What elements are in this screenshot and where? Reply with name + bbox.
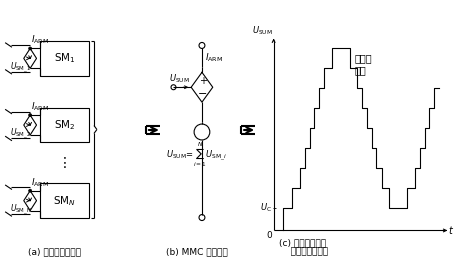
Circle shape <box>29 47 31 50</box>
Text: $U_{\rm SUM}$: $U_{\rm SUM}$ <box>252 25 273 38</box>
Text: $U_{\rm SM\_1}$: $U_{\rm SM\_1}$ <box>10 60 30 75</box>
Text: $I_{\rm ARM}$: $I_{\rm ARM}$ <box>31 176 49 189</box>
Text: 多电平电压波形: 多电平电压波形 <box>278 247 328 256</box>
Text: 波形: 波形 <box>354 65 366 75</box>
Bar <box>40 41 89 76</box>
Text: SM$_N$: SM$_N$ <box>53 194 76 208</box>
Text: SM$_1$: SM$_1$ <box>54 52 76 65</box>
Text: $I_{\rm ARM}$: $I_{\rm ARM}$ <box>31 101 49 113</box>
Text: (b) MMC 等效桥蟀: (b) MMC 等效桥蟀 <box>166 247 228 256</box>
Text: 0: 0 <box>266 231 272 240</box>
Text: ⋮: ⋮ <box>58 156 71 170</box>
Bar <box>40 108 89 143</box>
Circle shape <box>29 114 31 117</box>
Text: $U_{\rm C}$: $U_{\rm C}$ <box>260 201 272 214</box>
Text: (c) 等效桥蟀输出: (c) 等效桥蟀输出 <box>278 238 326 247</box>
Text: $U_{\rm SM\_N}$: $U_{\rm SM\_N}$ <box>10 203 31 217</box>
Text: $I_{\rm ARM}$: $I_{\rm ARM}$ <box>205 51 223 64</box>
Text: (a) 子模块独立运行: (a) 子模块独立运行 <box>28 247 81 256</box>
Text: $I_{\rm ARM}$: $I_{\rm ARM}$ <box>31 34 49 47</box>
Text: $t$: $t$ <box>448 225 455 236</box>
Text: $U_{\rm SM\_2}$: $U_{\rm SM\_2}$ <box>10 127 30 141</box>
Text: $U_{\rm SUM}$: $U_{\rm SUM}$ <box>169 73 189 85</box>
Text: $U_{\rm SUM}\!=\!\sum_{i=1}^{N}U_{{\rm SM\_}i}$: $U_{\rm SUM}\!=\!\sum_{i=1}^{N}U_{{\rm S… <box>166 140 227 169</box>
Text: +: + <box>199 76 207 86</box>
Text: SM$_2$: SM$_2$ <box>54 118 75 132</box>
Text: −: − <box>198 89 207 99</box>
Text: 多电平: 多电平 <box>354 53 372 63</box>
Circle shape <box>29 189 31 192</box>
Bar <box>40 183 89 218</box>
